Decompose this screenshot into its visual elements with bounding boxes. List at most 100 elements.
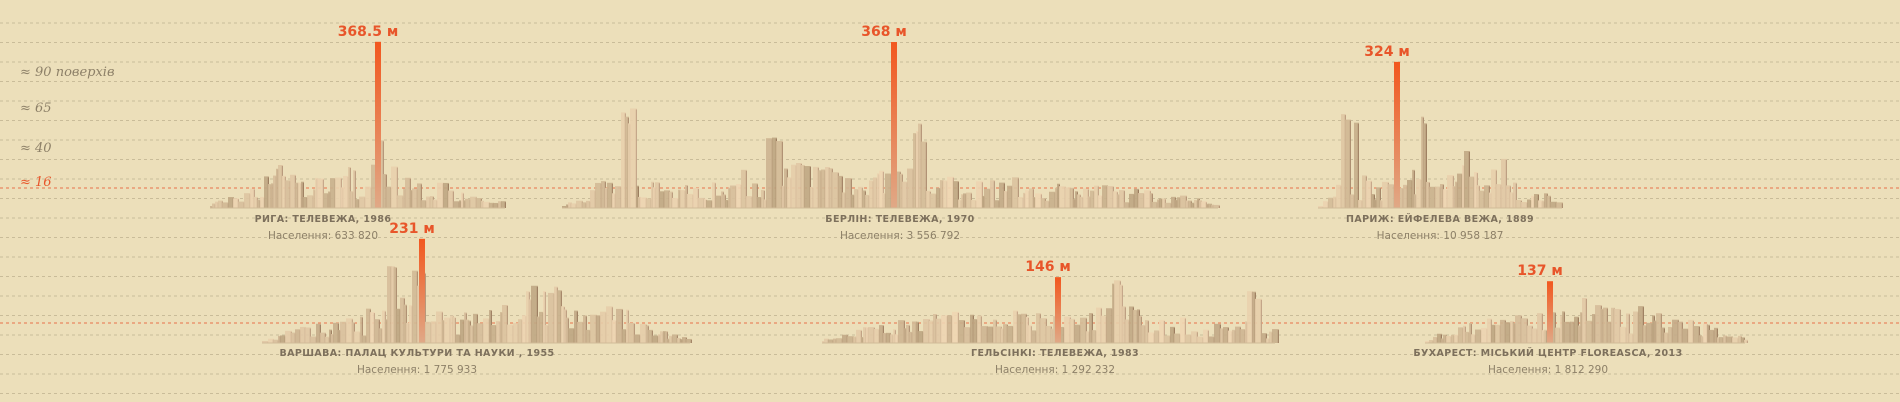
- building-bar: [605, 187, 608, 208]
- building-bar: [845, 178, 852, 208]
- building-bar: [507, 324, 514, 343]
- building-bar: [728, 187, 731, 208]
- building-bar: [278, 335, 281, 343]
- building-bar: [678, 189, 681, 208]
- building-bar: [460, 319, 465, 343]
- building-bar: [303, 197, 308, 208]
- building-bar: [1170, 326, 1175, 343]
- building-bar: [723, 194, 726, 208]
- building-bar-shade: [302, 182, 304, 208]
- building-bar: [1064, 316, 1071, 343]
- building-bar: [430, 196, 434, 208]
- building-bar: [933, 314, 937, 343]
- building-bar: [1046, 325, 1052, 343]
- building-bar: [291, 332, 296, 343]
- building-bar: [425, 321, 432, 343]
- building-bar: [607, 182, 613, 208]
- building-bar: [476, 198, 482, 208]
- building-bar: [879, 325, 884, 343]
- building-bar: [784, 168, 788, 208]
- building-bar: [1479, 190, 1485, 208]
- building-bar: [470, 325, 474, 343]
- building-bar: [1454, 334, 1459, 343]
- building-bar: [833, 338, 837, 343]
- building-bar: [1045, 200, 1050, 208]
- building-bar: [1018, 196, 1024, 208]
- building-bar: [1092, 330, 1097, 343]
- building-bar: [1318, 206, 1324, 208]
- building-bar: [1036, 313, 1041, 343]
- building-bar: [1451, 334, 1455, 343]
- building-bar: [1223, 327, 1229, 343]
- building-bar: [1177, 197, 1181, 208]
- building-bar: [1150, 193, 1153, 208]
- skyline-panel: [1425, 281, 1748, 344]
- building-bar: [1515, 315, 1522, 343]
- building-bar: [325, 336, 330, 343]
- building-bar: [1354, 122, 1359, 208]
- building-bar: [1328, 197, 1334, 208]
- building-bar: [953, 181, 959, 208]
- building-bar: [1055, 187, 1058, 208]
- building-bar: [405, 177, 411, 208]
- building-bar: [359, 196, 366, 208]
- building-bar: [1137, 309, 1140, 343]
- building-bar: [1007, 325, 1014, 343]
- building-bar: [947, 176, 954, 208]
- building-bar: [1157, 199, 1160, 208]
- building-bar: [1138, 193, 1145, 208]
- building-bar: [1197, 336, 1204, 343]
- building-bar-shade: [1698, 327, 1700, 343]
- building-bar: [916, 321, 919, 343]
- building-bar: [971, 199, 977, 208]
- building-bar: [1542, 330, 1545, 343]
- building-bar: [346, 318, 353, 343]
- building-bar: [1437, 333, 1442, 343]
- city-name: РИГА: ТЕЛЕВЕЖА, 1986: [254, 214, 392, 225]
- building-bar: [752, 183, 758, 208]
- building-bar: [1426, 181, 1430, 208]
- building-bar: [973, 319, 978, 343]
- building-bar: [1469, 176, 1475, 208]
- landmark-bar: [375, 41, 381, 208]
- building-bar: [317, 178, 324, 208]
- building-bar: [669, 191, 673, 208]
- building-bar: [1556, 202, 1563, 208]
- building-bar: [648, 329, 653, 343]
- building-bar: [1266, 338, 1270, 343]
- building-bar: [366, 308, 371, 343]
- city-caption: БЕРЛІН: ТЕЛЕВЕЖА, 1970 Населення: 3 556 7…: [825, 214, 974, 242]
- building-bar: [906, 324, 910, 343]
- building-bar: [828, 339, 834, 343]
- building-bar: [665, 331, 668, 343]
- building-bar: [1214, 323, 1221, 343]
- building-bar: [1333, 196, 1337, 208]
- building-bar: [470, 196, 477, 208]
- building-bar: [374, 319, 380, 343]
- building-bar: [1188, 200, 1192, 208]
- building-bar: [397, 195, 404, 208]
- building-bar: [698, 197, 705, 208]
- building-bar: [1443, 189, 1448, 208]
- building-bar: [1429, 340, 1434, 343]
- building-bar: [693, 187, 699, 208]
- building-bar-shade: [585, 316, 587, 343]
- building-bar: [1358, 200, 1363, 208]
- building-bar: [380, 140, 384, 208]
- building-bar: [964, 327, 971, 343]
- building-bar: [386, 186, 392, 208]
- building-bar: [764, 199, 767, 208]
- building-bar: [612, 193, 616, 208]
- peak-height-label: 231 м: [389, 220, 435, 237]
- building-bar: [1458, 327, 1464, 343]
- building-bar: [254, 196, 258, 208]
- building-bar: [333, 322, 339, 343]
- building-bar: [970, 314, 974, 343]
- building-bar: [483, 318, 490, 343]
- building-bar-shade: [882, 171, 884, 208]
- building-bar: [539, 311, 544, 343]
- building-bar: [371, 164, 378, 208]
- building-bar: [1094, 185, 1099, 208]
- building-bar: [1435, 186, 1441, 208]
- building-bar: [1513, 182, 1517, 208]
